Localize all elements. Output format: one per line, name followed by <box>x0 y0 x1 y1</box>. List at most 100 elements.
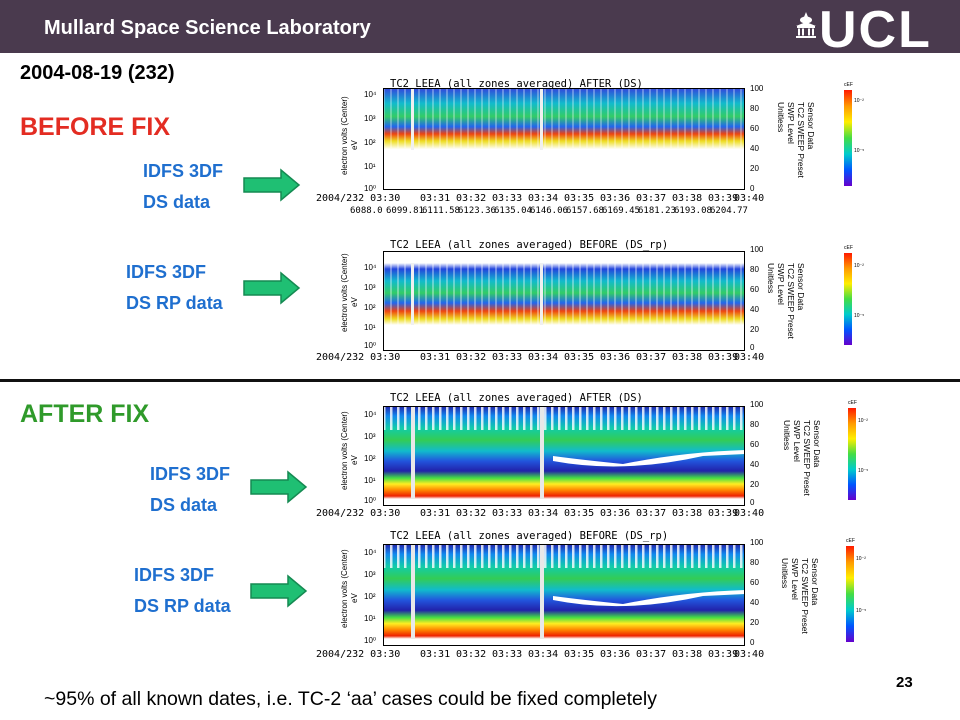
side-label-line2: DS data <box>150 495 218 515</box>
y-tick: 10¹ <box>364 614 376 623</box>
x-tick: 03:31 <box>420 193 451 204</box>
y-axis-unit: eV <box>350 297 359 307</box>
page-number: 23 <box>896 674 913 691</box>
before-fix-heading: BEFORE FIX <box>20 113 171 141</box>
x-tick-secondary: 6135.04 <box>494 206 532 216</box>
spectrogram-panel-before-ds: TC2 LEEA (all zones averaged) AFTER (DS)… <box>310 78 870 220</box>
right-tick: 60 <box>750 124 759 133</box>
right-tick: 40 <box>750 144 759 153</box>
right-arrow-icon <box>250 470 308 504</box>
y-tick: 10³ <box>364 432 376 441</box>
y-tick: 10¹ <box>364 162 376 171</box>
spectrogram-plot <box>383 88 745 190</box>
x-tick: 03:37 <box>636 352 667 363</box>
side-label-1: IDFS 3DF DS data <box>143 156 223 218</box>
y-tick: 10³ <box>364 283 376 292</box>
side-label-line2: DS RP data <box>134 596 231 616</box>
colorbar <box>844 253 852 345</box>
y-tick: 10⁴ <box>364 263 377 272</box>
y-axis-label: electron volts (Center) <box>340 411 349 490</box>
y-tick: 10⁰ <box>364 341 377 350</box>
y-tick: 10² <box>364 454 376 463</box>
x-tick: 03:32 <box>456 352 487 363</box>
y-axis-unit: eV <box>350 455 359 465</box>
x-tick: 03:35 <box>564 649 595 660</box>
right-tick: 100 <box>750 84 764 93</box>
spectrogram-panel-after-ds: TC2 LEEA (all zones averaged) AFTER (DS)… <box>310 390 870 525</box>
right-tick: 80 <box>750 558 759 567</box>
right-tick: 100 <box>750 400 764 409</box>
x-tick: 03:33 <box>492 508 523 519</box>
plot-title: TC2 LEEA (all zones averaged) BEFORE (DS… <box>390 530 669 542</box>
right-tick: 0 <box>750 184 755 193</box>
date-label: 2004-08-19 (232) <box>20 62 175 84</box>
y-tick: 10³ <box>364 114 376 123</box>
y-axis-unit: eV <box>350 593 359 603</box>
y-tick: 10⁴ <box>364 90 377 99</box>
x-tick: 03:39 <box>708 193 739 204</box>
colorbar <box>844 90 852 186</box>
x-tick: 03:35 <box>564 352 595 363</box>
colorbar-tick: 10⁻⁵ <box>856 608 867 614</box>
colorbar-tick: 10⁻² <box>856 556 866 562</box>
right-tick: 80 <box>750 265 759 274</box>
header-title: Mullard Space Science Laboratory <box>44 17 371 39</box>
x-tick: 03:35 <box>564 508 595 519</box>
colorbar-tick: 10⁻⁵ <box>854 313 865 319</box>
colorbar-tick: 10⁻² <box>858 418 868 424</box>
x-tick-secondary: 6146.06 <box>530 206 568 216</box>
colorbar-tick: 10⁻⁵ <box>858 468 869 474</box>
y-tick: 10² <box>364 592 376 601</box>
y-tick: 10⁰ <box>364 636 377 645</box>
spectrogram-plot <box>383 544 745 646</box>
x-tick: 03:39 <box>708 352 739 363</box>
plot-title: TC2 LEEA (all zones averaged) BEFORE (DS… <box>390 239 669 251</box>
x-tick: 03:31 <box>420 649 451 660</box>
right-tick: 60 <box>750 440 759 449</box>
colorbar-tick: 10⁻² <box>854 263 864 269</box>
x-tick: 03:38 <box>672 352 703 363</box>
right-tick: 100 <box>750 538 764 547</box>
right-arrow-icon <box>243 271 301 305</box>
plot-title: TC2 LEEA (all zones averaged) AFTER (DS) <box>390 78 643 90</box>
ucl-portico-icon <box>796 12 816 38</box>
x-tick: 03:37 <box>636 508 667 519</box>
x-tick: 03:38 <box>672 649 703 660</box>
x-tick-secondary: 6111.58 <box>422 206 460 216</box>
colorbar <box>846 546 854 642</box>
x-tick: 03:37 <box>636 649 667 660</box>
x-tick: 2004/232 03:30 <box>316 352 401 363</box>
plot-title: TC2 LEEA (all zones averaged) AFTER (DS) <box>390 392 643 404</box>
right-tick: 0 <box>750 343 755 352</box>
x-tick: 03:34 <box>528 193 559 204</box>
x-tick-secondary: 6204.77 <box>710 206 748 216</box>
right-arrow-icon <box>243 168 301 202</box>
x-tick: 03:38 <box>672 508 703 519</box>
x-tick-secondary: 6088.0 <box>350 206 383 216</box>
colorbar-tick: 10⁻⁵ <box>854 148 865 154</box>
spectrogram-plot <box>383 251 745 351</box>
y-tick: 10⁰ <box>364 184 377 193</box>
right-tick: 60 <box>750 578 759 587</box>
x-tick: 03:40 <box>734 649 765 660</box>
right-tick: 80 <box>750 420 759 429</box>
x-tick-secondary: 6181.23 <box>638 206 676 216</box>
x-tick: 03:40 <box>734 352 765 363</box>
header-bar: Mullard Space Science Laboratory UCL <box>0 0 960 59</box>
section-divider <box>0 379 960 382</box>
colorbar-title: cEF <box>844 82 853 88</box>
y-tick: 10⁴ <box>364 410 377 419</box>
x-tick: 03:32 <box>456 649 487 660</box>
y-axis-unit: eV <box>350 140 359 150</box>
y-tick: 10² <box>364 138 376 147</box>
x-tick: 03:33 <box>492 193 523 204</box>
right-tick: 40 <box>750 305 759 314</box>
right-tick: 60 <box>750 285 759 294</box>
right-tick: 20 <box>750 164 759 173</box>
right-arrow-icon <box>250 574 308 608</box>
x-tick: 03:33 <box>492 352 523 363</box>
spectrogram-panel-after-dsrp: TC2 LEEA (all zones averaged) BEFORE (DS… <box>310 528 870 668</box>
y-tick: 10² <box>364 303 376 312</box>
y-axis-label: electron volts (Center) <box>340 96 349 175</box>
footer-note: ~95% of all known dates, i.e. TC-2 ‘aa’ … <box>44 688 657 710</box>
